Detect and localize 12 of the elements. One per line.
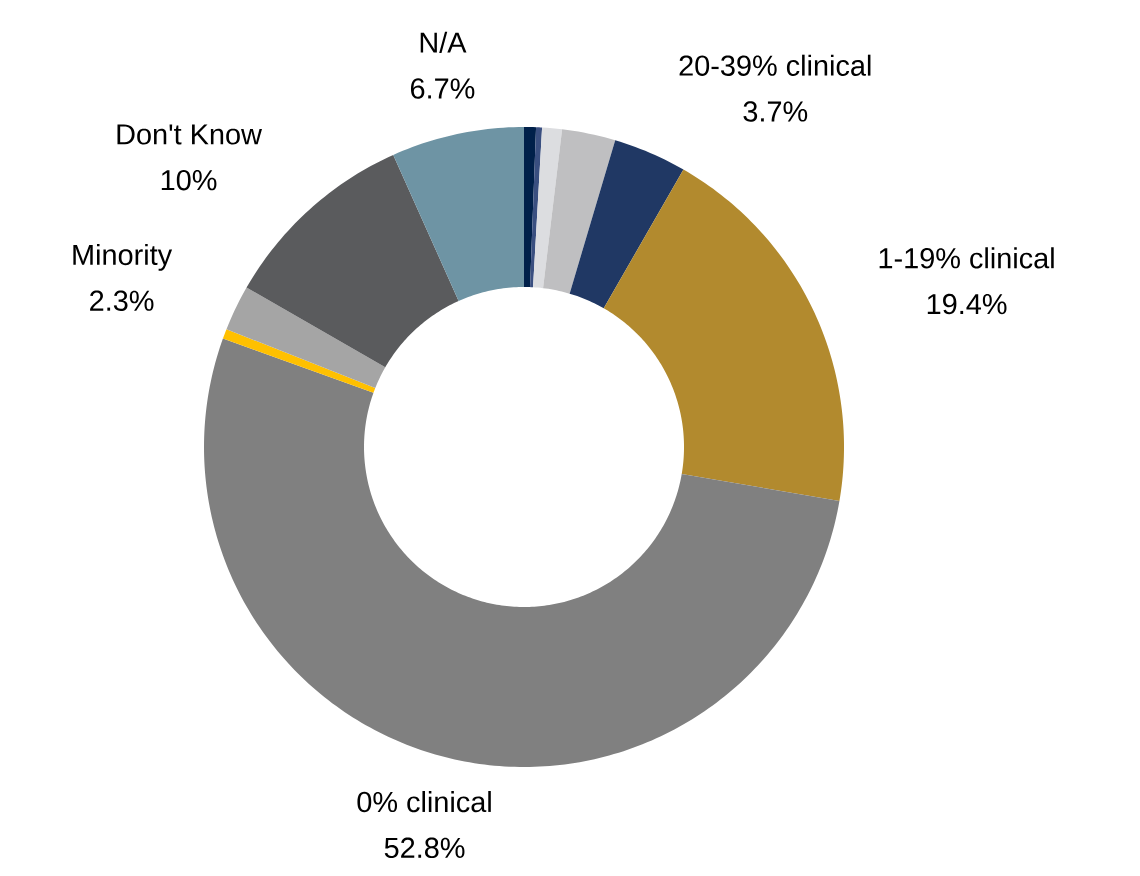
slice-label: 1-19% clinical — [879, 247, 1054, 269]
data-label: 6.7% — [410, 78, 475, 99]
slice-label: 20-39% clinical — [679, 54, 871, 76]
data-label: 3.7% — [743, 101, 808, 122]
slice-label: N/A — [420, 31, 467, 53]
data-label: 10% — [161, 169, 217, 191]
data-label: 52.8% — [384, 837, 465, 859]
data-label: 2.3% — [90, 290, 154, 311]
slice-label: Don't Know — [117, 124, 262, 145]
data-label: 19.4% — [927, 293, 1007, 315]
slice-label: Minority — [73, 243, 173, 271]
slice-label: 0% clinical — [357, 790, 491, 813]
